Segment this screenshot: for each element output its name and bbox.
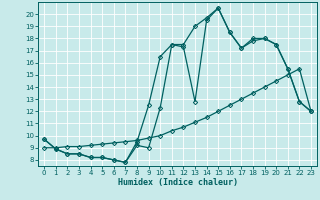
X-axis label: Humidex (Indice chaleur): Humidex (Indice chaleur) xyxy=(118,178,238,187)
